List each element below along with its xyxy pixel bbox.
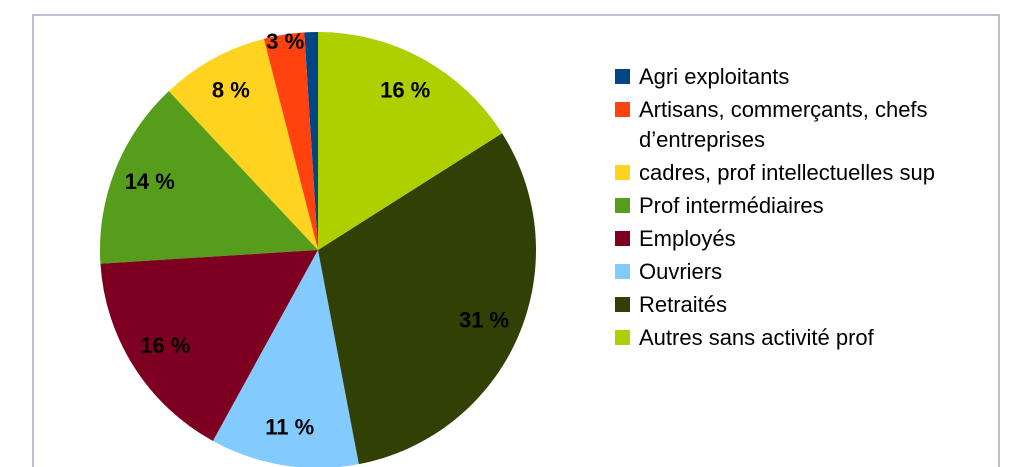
pie-slice [100, 91, 319, 264]
legend-label: cadres, prof intellectuelles sup [639, 160, 935, 185]
pie-slice [318, 32, 503, 250]
legend-swatch [615, 297, 630, 312]
legend-swatch [615, 198, 630, 213]
legend-item: Prof intermédiaires [615, 191, 985, 221]
legend-item: Employés [615, 224, 985, 254]
pie-slice [304, 32, 318, 250]
legend-item: Artisans, commerçants, chefs d’entrepris… [615, 95, 985, 155]
data-label: 16 % [140, 333, 190, 358]
legend-item: Ouvriers [615, 257, 985, 287]
legend-label: Prof intermédiaires [639, 193, 824, 218]
pie-slice [100, 250, 318, 442]
legend-swatch [615, 231, 630, 246]
legend-label: Ouvriers [639, 259, 723, 284]
pie-slice [263, 32, 318, 250]
legend-label: Agri exploitants [639, 64, 790, 89]
legend-label: Retraités [639, 292, 728, 317]
data-label: 31 % [459, 308, 509, 333]
data-label: 16 % [380, 77, 430, 102]
legend-swatch [615, 165, 630, 180]
pie-slice [168, 38, 318, 250]
pie-slice [212, 250, 359, 467]
legend-swatch [615, 69, 630, 84]
pie [100, 32, 536, 467]
legend-swatch [615, 102, 630, 117]
legend-swatch [615, 264, 630, 279]
data-label: 14 % [125, 169, 175, 194]
data-label: 11 % [265, 415, 314, 440]
pie-slice [318, 133, 536, 465]
legend-item: Retraités [615, 290, 985, 320]
legend: Agri exploitants Artisans, commerçants, c… [615, 62, 985, 356]
legend-label: Autres sans activité prof [639, 325, 874, 350]
data-label: 8 % [212, 77, 250, 102]
data-label: 3 % [266, 29, 304, 54]
legend-item: Agri exploitants [615, 62, 985, 92]
legend-label: Employés [639, 226, 736, 251]
legend-swatch [615, 330, 630, 345]
legend-label: Artisans, commerçants, chefs d’entrepris… [639, 97, 928, 152]
legend-item: cadres, prof intellectuelles sup [615, 158, 985, 188]
legend-item: Autres sans activité prof [615, 323, 985, 353]
